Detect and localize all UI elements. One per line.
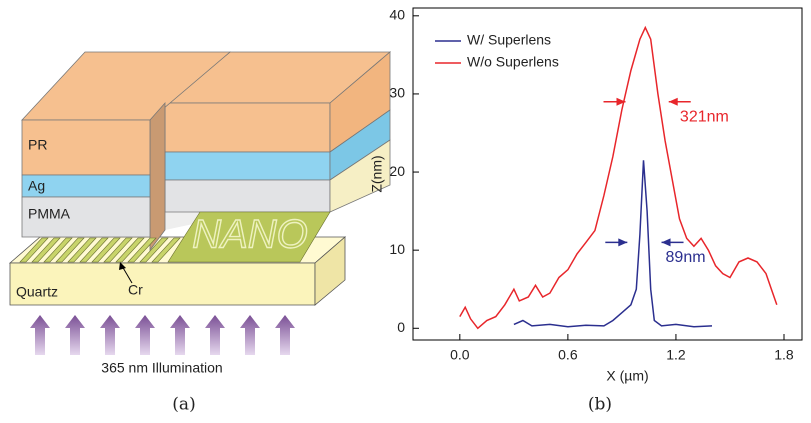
- pr-label: PR: [28, 137, 47, 153]
- y-axis-label: Z(nm): [369, 155, 385, 192]
- y-tick-label: 0: [397, 319, 405, 335]
- y-tick-label: 10: [389, 241, 405, 257]
- y-tick-label: 40: [389, 7, 405, 23]
- diagram: NANO PR Ag PMMA Quartz Cr 365 nm Illumin…: [8, 51, 392, 415]
- illumination-arrows: [30, 315, 295, 355]
- pr-front-right: [164, 102, 331, 153]
- annotation-arrowhead: [616, 97, 626, 106]
- cr-label: Cr: [128, 282, 143, 298]
- cr-pointer-head: [119, 262, 126, 270]
- pmma-front: [21, 196, 151, 238]
- pmma-side: [329, 139, 391, 213]
- annotation: 321nm: [680, 109, 729, 126]
- cr-pointer: [121, 265, 133, 284]
- cr-grating: [19, 211, 331, 263]
- x-tick-label: 1.2: [666, 347, 686, 363]
- caption: (b): [588, 395, 612, 415]
- chart: 0 10 20 30 40 0.0 0.6 1.2 1.8 X (µm) Z(nm) W/ Super…: [369, 7, 803, 415]
- step-side: [149, 101, 166, 252]
- pmma-front-right: [164, 179, 331, 213]
- x-tick-label: 1.8: [774, 347, 794, 363]
- pmma-label: PMMA: [28, 206, 71, 222]
- x-axis-label: X (µm): [606, 368, 648, 384]
- quartz-label: Quartz: [16, 284, 58, 300]
- caption-a: (a): [172, 395, 195, 415]
- annotation: 89nm: [666, 249, 706, 266]
- annotation-arrowhead: [618, 238, 628, 247]
- annotation-arrowhead: [668, 97, 678, 106]
- illumination-label: 365 nm Illumination: [101, 360, 222, 376]
- pattern-label: NANO: [192, 213, 308, 257]
- plot-frame: [412, 7, 803, 341]
- y-tick-label: 30: [389, 85, 405, 101]
- line: [513, 160, 713, 328]
- x-tick-label: 0.0: [450, 347, 470, 363]
- legend-label: W/o Superlens: [467, 54, 559, 70]
- line: [459, 25, 778, 330]
- ag-label: Ag: [28, 178, 45, 194]
- ag-front-right: [164, 151, 331, 181]
- annotation-arrowhead: [661, 238, 671, 247]
- legend-label: W/ Superlens: [467, 32, 551, 48]
- y-tick-label: 20: [389, 163, 405, 179]
- x-tick-label: 0.6: [558, 347, 578, 363]
- quartz-side: [314, 236, 346, 306]
